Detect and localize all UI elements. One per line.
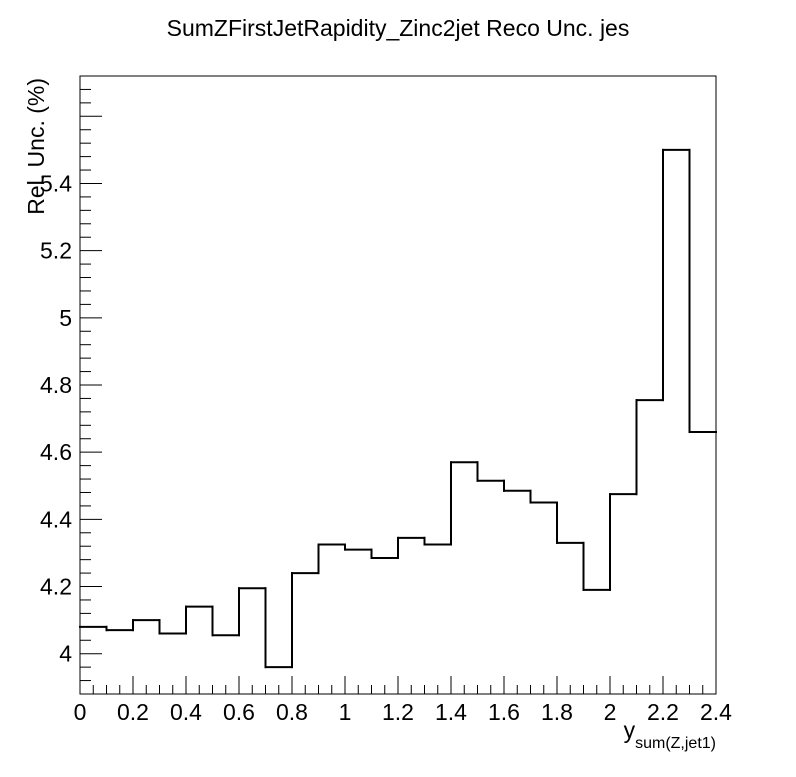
x-tick-label: 0.6 — [223, 699, 255, 725]
y-tick-label: 4.8 — [40, 372, 72, 398]
x-tick-label: 1.6 — [488, 699, 520, 725]
x-axis: 0 0.2 0.4 0.6 0.8 1 1.2 1.4 1.6 1.8 2 2.2 2.4 — [74, 676, 732, 725]
x-tick-label: 1.4 — [435, 699, 467, 725]
x-tick-label: 2.2 — [647, 699, 679, 725]
x-tick-label: 0 — [74, 699, 87, 725]
histogram-series — [79, 148, 717, 669]
x-tick-label: 1.8 — [541, 699, 573, 725]
x-tick-label: 2 — [604, 699, 617, 725]
y-tick-label: 5.4 — [40, 170, 72, 196]
plot-frame — [79, 75, 717, 695]
x-axis-label-subscript: sum(Z,jet1) — [635, 735, 716, 752]
y-tick-label: 5.2 — [40, 238, 72, 264]
x-tick-label: 0.8 — [276, 699, 308, 725]
x-axis-label-main: y — [624, 717, 636, 743]
chart-title: SumZFirstJetRapidity_Zinc2jet Reco Unc. … — [167, 15, 630, 41]
y-tick-label: 5 — [59, 305, 72, 331]
x-tick-label: 1 — [339, 699, 352, 725]
y-tick-label: 4.6 — [40, 439, 72, 465]
x-tick-label: 2.4 — [700, 699, 732, 725]
y-tick-label: 4 — [59, 641, 72, 667]
y-axis-label: Rel. Unc. (%) — [23, 78, 49, 215]
x-tick-label: 1.2 — [382, 699, 414, 725]
x-tick-label: 0.4 — [170, 699, 202, 725]
y-tick-label: 4.2 — [40, 574, 72, 600]
x-axis-label: ysum(Z,jet1) — [624, 717, 716, 752]
plot-border — [79, 75, 717, 695]
y-tick-label: 4.4 — [40, 506, 72, 532]
x-tick-label: 0.2 — [117, 699, 149, 725]
y-axis: 4 4.2 4.4 4.6 4.8 5 5.2 5.4 — [40, 75, 102, 695]
